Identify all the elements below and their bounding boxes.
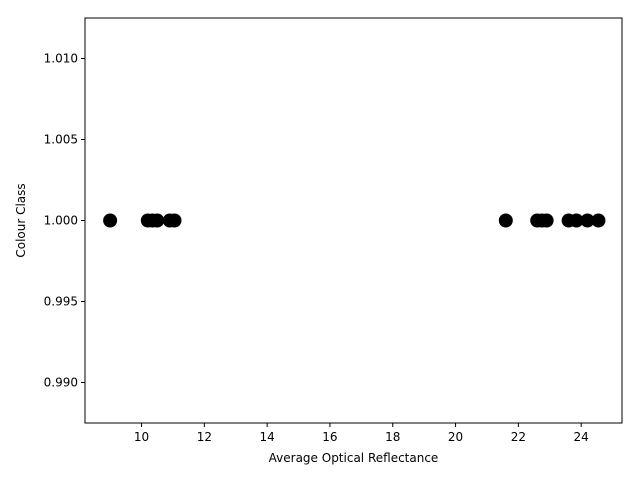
data-point <box>569 213 584 228</box>
y-tick-label: 1.000 <box>44 214 78 228</box>
x-tick-label: 24 <box>574 430 589 444</box>
y-axis-ticks: 0.990 0.995 1.000 1.005 1.010 <box>44 52 85 390</box>
data-point <box>539 213 554 228</box>
data-point <box>580 213 595 228</box>
data-point <box>498 213 513 228</box>
y-tick-label: 0.995 <box>44 295 78 309</box>
data-point <box>103 213 118 228</box>
points-layer <box>103 213 606 228</box>
data-point <box>167 213 182 228</box>
x-tick-label: 14 <box>259 430 274 444</box>
y-tick-label: 0.990 <box>44 376 78 390</box>
x-tick-label: 10 <box>134 430 149 444</box>
x-tick-label: 16 <box>322 430 337 444</box>
x-tick-label: 12 <box>197 430 212 444</box>
x-tick-label: 20 <box>448 430 463 444</box>
x-tick-label: 22 <box>511 430 526 444</box>
data-point <box>150 213 165 228</box>
data-point <box>591 213 606 228</box>
y-tick-label: 1.005 <box>44 133 78 147</box>
y-tick-label: 1.010 <box>44 52 78 66</box>
x-tick-label: 18 <box>385 430 400 444</box>
x-axis-label: Average Optical Reflectance <box>269 451 439 465</box>
y-axis-label: Colour Class <box>14 183 28 257</box>
x-axis-ticks: 10 12 14 16 18 20 22 24 <box>134 423 589 444</box>
